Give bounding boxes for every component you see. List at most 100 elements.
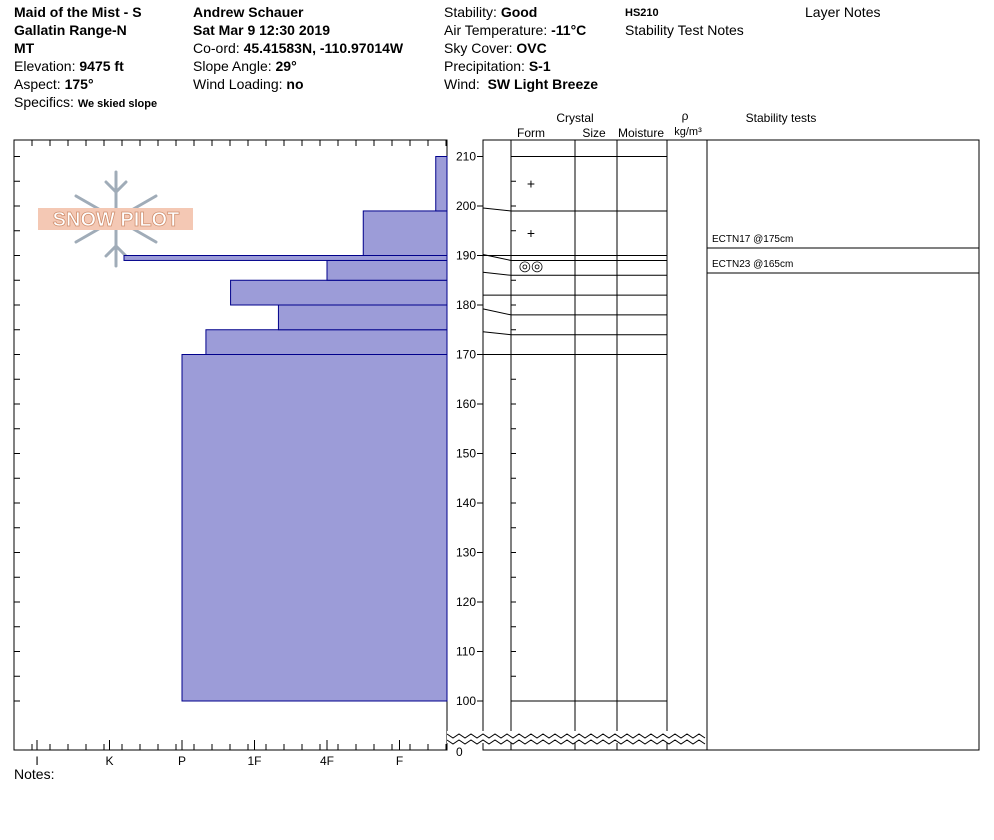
air-temp-label: Air Temperature: [444, 22, 548, 38]
layer-notes-title: Layer Notes [805, 4, 881, 20]
hardness-bar [230, 279, 448, 306]
crystal-header: Crystal [556, 111, 593, 125]
grain-form-symbol: + [527, 225, 535, 241]
y-tick-label: 110 [456, 645, 475, 659]
stability-test-notes-title: Stability Test Notes [625, 22, 744, 38]
density-unit: kg/m³ [674, 126, 702, 138]
coordinates: Co-ord: 45.41583N, -110.97014W [193, 39, 403, 57]
hardness-bar [362, 210, 448, 256]
hardness-bar [123, 255, 448, 261]
air-temperature: Air Temperature: -11°C [444, 21, 586, 39]
axis-break-line [446, 733, 706, 739]
elevation-label: Elevation: [14, 58, 76, 74]
logo-banner [38, 208, 193, 230]
x-tick-label: 4F [320, 754, 334, 768]
stability-test-results: ECTN17 @175cm ECTN23 @165cm [707, 234, 979, 274]
y-tick-label: 170 [456, 348, 476, 362]
layer-boundaries [482, 156, 667, 702]
snow-height: HS210 [625, 7, 659, 19]
y-tick-label: 180 [456, 298, 476, 312]
grain-form-symbols: + + ◎◎ [519, 176, 543, 274]
coord-value: 45.41583N, -110.97014W [243, 40, 404, 56]
x-tick-label: P [178, 754, 186, 768]
x-tick-label: 1F [247, 754, 261, 768]
hardness-bar [277, 304, 448, 331]
wind-loading: Wind Loading: no [193, 75, 304, 93]
wind: Wind: SW Light Breeze [444, 75, 598, 93]
air-temp-value: -11°C [551, 22, 587, 38]
elevation-value: 9475 ft [79, 58, 124, 74]
size-header: Size [582, 126, 606, 140]
x-tick-label: I [35, 754, 38, 768]
layer-connector-line [482, 331, 512, 336]
y-tick-label: 130 [456, 546, 476, 560]
logo-text: SNOW PILOT [53, 209, 180, 231]
axis-break-line [446, 739, 706, 745]
stability-tests-header: Stability tests [746, 111, 817, 125]
coord-label: Co-ord: [193, 40, 240, 56]
stability-value: Good [500, 4, 538, 20]
x-tick-label: K [105, 754, 113, 768]
layer-connector-line [482, 207, 512, 212]
slope-angle: Slope Angle: 29° [193, 57, 297, 75]
wind-loading-value: no [286, 76, 304, 92]
depth-axis: 100 110 120 130 140 150 160 170 180 190 200 210 [456, 140, 516, 750]
location-name: Maid of the Mist - S [14, 4, 142, 20]
hardness-bar [435, 156, 448, 212]
axis-break-zigzag [446, 733, 706, 745]
layer-connector-line [482, 271, 512, 276]
y-tick-label: 190 [456, 249, 476, 263]
observer-name: Andrew Schauer [193, 4, 304, 20]
slope-label: Slope Angle: [193, 58, 272, 74]
precip-label: Precipitation: [444, 58, 525, 74]
elevation: Elevation: 9475 ft [14, 57, 124, 75]
moisture-header: Moisture [618, 126, 664, 140]
y-tick-label: 100 [456, 694, 476, 708]
y-tick-label: 120 [456, 595, 476, 609]
y-tick-label: 160 [456, 397, 476, 411]
aspect-label: Aspect: [14, 76, 61, 92]
layer-connector-line [482, 253, 512, 261]
sky-label: Sky Cover: [444, 40, 513, 56]
wind-loading-label: Wind Loading: [193, 76, 283, 92]
grain-form-symbol: + [527, 176, 535, 192]
stability-test-label: ECTN17 @175cm [712, 234, 793, 245]
specifics-value: We skied slope [77, 98, 158, 110]
slope-value: 29° [275, 58, 297, 74]
y-tick-label: 140 [456, 496, 476, 510]
aspect-value: 175° [64, 76, 94, 92]
hardness-bar [205, 329, 448, 355]
location-range: Gallatin Range-N [14, 22, 127, 38]
location-state: MT [14, 40, 35, 56]
precip-value: S-1 [528, 58, 551, 74]
x-tick-label: F [396, 754, 403, 768]
hardness-bar [181, 354, 448, 702]
density-symbol: ρ [682, 109, 689, 123]
precipitation: Precipitation: S-1 [444, 57, 551, 75]
sky-cover: Sky Cover: OVC [444, 39, 547, 57]
hardness-bar [326, 259, 448, 281]
layer-connector-line [482, 308, 512, 316]
aspect: Aspect: 175° [14, 75, 94, 93]
depth-break-label: 0 [456, 745, 463, 759]
y-tick-label: 210 [456, 150, 476, 164]
crystal-table-frame [482, 139, 708, 751]
observation-datetime: Sat Mar 9 12:30 2019 [193, 22, 330, 38]
notes-label: Notes: [14, 766, 55, 782]
stability-tests-frame [706, 139, 980, 751]
axis-break-mask [447, 731, 709, 743]
hardness-axis: I K P 1F 4F F [13, 140, 447, 768]
wind-label: Wind: [444, 76, 480, 92]
stability-label: Stability: [444, 4, 497, 20]
wind-value: SW Light Breeze [487, 76, 599, 92]
specifics: Specifics: We skied slope [14, 93, 157, 113]
specifics-label: Specifics: [14, 94, 74, 110]
y-tick-label: 200 [456, 199, 476, 213]
sky-value: OVC [516, 40, 547, 56]
y-tick-label: 150 [456, 447, 476, 461]
stability: Stability: Good [444, 3, 537, 21]
hardness-bars [123, 156, 448, 702]
stability-test-label: ECTN23 @165cm [712, 259, 793, 270]
form-header: Form [517, 126, 545, 140]
